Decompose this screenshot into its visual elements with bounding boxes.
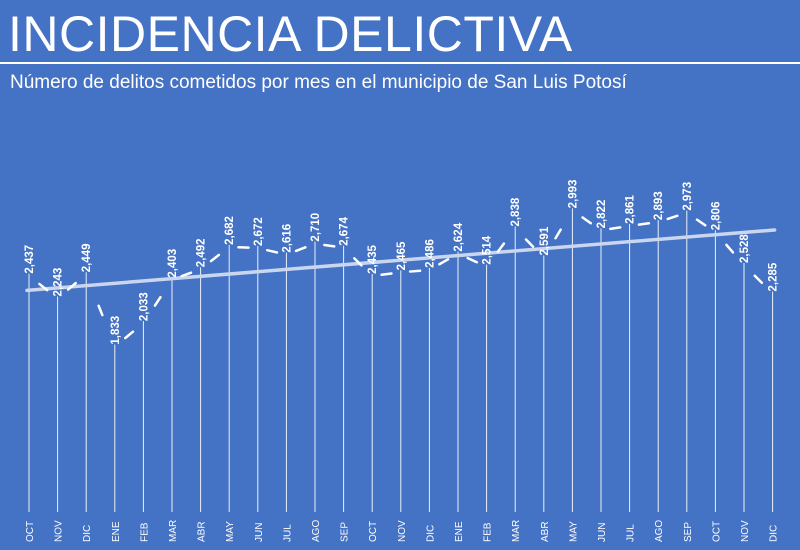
- series-line-segment: [209, 253, 221, 263]
- data-label: 2,403: [167, 249, 179, 278]
- x-tick-label: NOV: [397, 520, 408, 542]
- x-tick-label: MAR: [511, 520, 522, 542]
- data-label: 2,528: [739, 234, 751, 263]
- series-line-segment: [753, 274, 764, 285]
- data-label: 2,486: [424, 239, 436, 268]
- title-divider: [0, 62, 800, 64]
- x-tick-label: SEP: [340, 522, 351, 542]
- data-label: 2,682: [224, 216, 236, 245]
- page-title: INCIDENCIA DELICTIVA: [8, 6, 573, 62]
- data-label: 2,993: [567, 180, 579, 209]
- series-line-segment: [66, 281, 77, 291]
- data-label: 2,616: [281, 224, 293, 253]
- series-line-segment: [97, 304, 104, 317]
- series-line-segment: [438, 258, 450, 266]
- x-tick-label: NOV: [740, 520, 751, 542]
- data-label: 2,672: [253, 217, 265, 246]
- data-label: 2,243: [53, 268, 65, 297]
- series-line-segment: [466, 256, 479, 264]
- x-tick-label: ENE: [111, 521, 122, 542]
- data-label: 2,449: [81, 243, 93, 272]
- data-label: 2,973: [682, 182, 694, 211]
- data-label: 2,591: [539, 226, 551, 255]
- x-tick-label: MAR: [168, 520, 179, 542]
- x-tick-label: JUL: [282, 524, 293, 542]
- x-tick-label: OCT: [368, 521, 379, 542]
- data-label: 2,033: [138, 292, 150, 321]
- x-tick-label: OCT: [25, 521, 36, 542]
- series-line-segment: [496, 242, 506, 253]
- x-tick-label: ABR: [540, 521, 551, 542]
- data-label: 2,822: [596, 200, 608, 229]
- series-line-segment: [524, 238, 535, 248]
- series-line-segment: [265, 248, 279, 254]
- data-label: 2,674: [339, 216, 351, 245]
- series-line-segment: [581, 216, 593, 225]
- x-tick-label: DIC: [82, 525, 93, 542]
- x-tick-label: JUN: [254, 523, 265, 542]
- series-line-segment: [725, 243, 735, 254]
- data-label: 2,465: [396, 241, 408, 270]
- series-line-segment: [153, 295, 162, 307]
- series-line-segment: [353, 257, 363, 267]
- series-line-segment: [180, 271, 193, 278]
- x-tick-label: FEB: [139, 522, 150, 542]
- page-subtitle: Número de delitos cometidos por mes en e…: [10, 72, 627, 93]
- x-tick-label: FEB: [483, 522, 494, 542]
- data-label: 2,285: [768, 262, 780, 291]
- trendline: [25, 228, 777, 293]
- x-tick-label: JUL: [626, 524, 637, 542]
- x-tick-label: JUN: [597, 523, 608, 542]
- series-line-segment: [666, 214, 679, 221]
- data-label: 2,806: [710, 202, 722, 231]
- x-tick-label: ABR: [197, 521, 208, 542]
- x-tick-label: DIC: [425, 525, 436, 542]
- data-label: 2,492: [196, 238, 208, 267]
- x-tick-label: MAY: [568, 521, 579, 542]
- x-tick-label: SEP: [683, 522, 694, 542]
- x-tick-label: NOV: [54, 520, 65, 542]
- data-label: 2,514: [482, 235, 494, 264]
- data-label: 2,838: [510, 197, 522, 226]
- x-tick-label: MAY: [225, 521, 236, 542]
- data-label: 2,861: [625, 194, 637, 223]
- data-label: 2,893: [653, 191, 665, 220]
- data-label: 2,435: [367, 245, 379, 274]
- series-line-segment: [380, 272, 393, 276]
- series-line-segment: [695, 218, 707, 227]
- series-line-segment: [38, 282, 49, 292]
- data-label: 2,437: [24, 245, 36, 274]
- series-line-segment: [294, 246, 307, 253]
- series-line-segment: [323, 243, 336, 248]
- x-tick-label: DIC: [769, 525, 780, 542]
- series-line-segment: [554, 228, 562, 240]
- x-tick-label: ENE: [454, 521, 465, 542]
- series-line-segment: [123, 330, 135, 340]
- data-label: 2,624: [453, 222, 465, 251]
- x-tick-label: OCT: [711, 521, 722, 542]
- series-line-segment: [609, 226, 622, 231]
- data-label: 1,833: [110, 316, 122, 345]
- x-tick-label: AGO: [654, 520, 665, 542]
- series-line-segment: [637, 222, 651, 226]
- x-tick-label: AGO: [311, 520, 322, 542]
- data-label: 2,710: [310, 213, 322, 242]
- series-line-segment: [408, 269, 422, 273]
